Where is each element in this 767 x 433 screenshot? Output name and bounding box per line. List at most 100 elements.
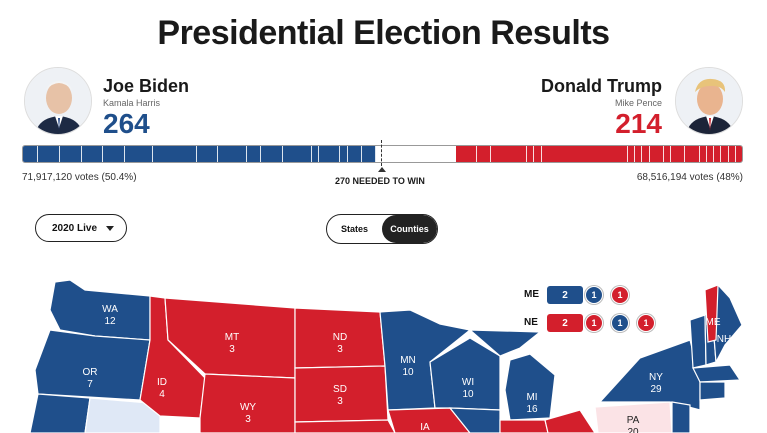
state-ne [294,419,396,433]
split-ne-district-3[interactable]: 1 [637,314,655,332]
win-threshold-line [381,140,382,166]
map-ev-mi: 16 [526,404,538,415]
state-nv [84,397,161,433]
toggle-states[interactable]: States [340,224,368,234]
bar-state-separator [37,146,39,162]
bar-state-separator [396,146,398,162]
bar-state-separator [698,146,700,162]
electoral-vote-bar [22,145,743,163]
trump-avatar [675,67,743,135]
bar-state-separator [245,146,247,162]
right-candidate-name: Donald Trump [541,76,662,96]
map-label-sd: SD [333,384,347,395]
state-nj [671,401,691,433]
bar-state-separator [58,146,60,162]
bar-state-separator [195,146,197,162]
map-label-me: ME [706,317,721,328]
state-vt [689,314,707,369]
split-ne-statewide[interactable]: 2 [547,314,583,332]
map-label-nd: ND [333,332,347,343]
map-label-ny: NY [649,372,663,383]
bar-state-separator [454,146,456,162]
bar-state-separator [526,146,528,162]
map-ev-wa: 12 [104,316,116,327]
bar-state-separator [720,146,722,162]
map-label-id: ID [157,377,167,388]
state-pa [594,401,673,433]
bar-state-separator [375,146,377,162]
right-popular-votes: 68,516,194 votes (48%) [636,172,743,183]
map-ev-nd: 3 [337,344,343,355]
map-label-or: OR [83,367,98,378]
threshold-caret-icon [378,167,386,172]
map-ev-mn: 10 [402,367,414,378]
bar-state-separator [152,146,154,162]
year-select-value: 2020 Live [52,222,98,234]
bar-state-separator [360,146,362,162]
bar-state-separator [440,146,442,162]
bar-state-separator [317,146,319,162]
bar-state-separator [310,146,312,162]
bar-state-separator [706,146,708,162]
split-ne-label: NE [524,317,538,328]
bar-state-separator [102,146,104,162]
bar-state-separator [684,146,686,162]
bar-state-separator [533,146,535,162]
right-vp-name: Mike Pence [614,98,662,108]
toggle-counties[interactable]: Counties [382,215,437,243]
map-label-pa: PA [627,415,640,426]
split-ne-district-2[interactable]: 1 [611,314,629,332]
bar-state-separator [281,146,283,162]
map-ev-ny: 29 [650,384,662,395]
map-label-wa: WA [102,304,118,315]
bar-state-separator [346,146,348,162]
bar-state-separator [418,146,420,162]
chevron-down-icon [106,226,114,231]
view-toggle: States Counties [326,214,438,244]
bar-state-separator [713,146,715,162]
state-oh [544,409,596,433]
split-me-district-1[interactable]: 1 [585,286,603,304]
state-me-cd2 [704,284,719,343]
left-electoral-votes: 264 [103,108,150,139]
map-ev-or: 7 [87,379,93,390]
state-in [499,419,549,433]
bar-state-separator [80,146,82,162]
map-label-ia: IA [420,422,430,433]
state-il [448,407,501,433]
state-mi [468,329,542,357]
map-label-mi: MI [526,392,537,403]
state-wy [199,373,296,433]
biden-avatar [24,67,92,135]
bar-dem-segment [23,146,376,162]
bar-state-separator [648,146,650,162]
right-electoral-votes: 214 [615,108,662,139]
left-popular-votes: 71,917,120 votes (50.4%) [22,172,137,183]
bar-state-separator [734,146,736,162]
map-label-wy: WY [240,402,256,413]
split-me-district-2[interactable]: 1 [611,286,629,304]
state-ia [387,407,471,433]
year-select[interactable]: 2020 Live [35,214,127,242]
bar-state-separator [727,146,729,162]
state-ma [692,364,742,383]
bar-state-separator [670,146,672,162]
map-ev-wi: 10 [462,389,474,400]
us-map: WA 12 OR 7 ID 4 MT 3 WY 3 ND 3 SD 3 MN 10 WI 10 MI 16 IA NY 29… [0,270,767,433]
map-ev-pa: 20 [627,427,639,433]
map-ev-mt: 3 [229,344,235,355]
bar-state-separator [339,146,341,162]
bar-state-separator [540,146,542,162]
bar-state-separator [475,146,477,162]
map-label-nh: NH [717,334,731,345]
bar-state-separator [634,146,636,162]
needed-to-win-label: 270 NEEDED TO WIN [335,176,425,186]
bar-state-separator [260,146,262,162]
state-ct [699,381,726,401]
split-ne-district-1[interactable]: 1 [585,314,603,332]
split-me-statewide[interactable]: 2 [547,286,583,304]
bar-state-separator [662,146,664,162]
left-candidate-name: Joe Biden [103,76,190,96]
bar-state-separator [641,146,643,162]
map-label-mt: MT [225,332,239,343]
